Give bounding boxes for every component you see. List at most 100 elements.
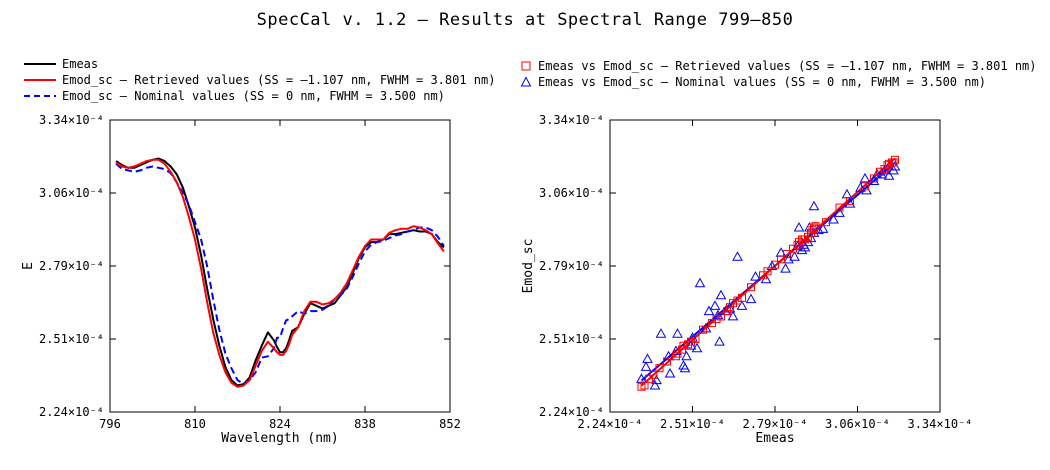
nominal-point bbox=[678, 360, 689, 370]
retrieved-point bbox=[861, 182, 869, 191]
legend-label: Emeas bbox=[62, 57, 99, 71]
nominal-point bbox=[727, 310, 739, 321]
nominal-point bbox=[714, 336, 725, 346]
right-xtick-label: 3.06×10⁻⁴ bbox=[825, 417, 890, 431]
retrieved-point bbox=[883, 161, 892, 170]
retrieved-point bbox=[691, 335, 700, 343]
retrieved-point bbox=[810, 223, 818, 232]
nominal-point bbox=[817, 223, 829, 233]
right-x-axis-label: Emeas bbox=[755, 431, 794, 446]
legend-entry-nominal-scatter: Emeas vs Emod_sc – Nominal values (SS = … bbox=[520, 74, 1037, 90]
retrieved-point bbox=[733, 296, 742, 305]
right-xtick-label: 2.79×10⁻⁴ bbox=[742, 417, 807, 431]
nominal-point bbox=[796, 244, 808, 255]
retrieved-point bbox=[822, 218, 830, 227]
left-xtick-label: 796 bbox=[99, 417, 121, 431]
nominal-point bbox=[663, 350, 674, 361]
nominal-point bbox=[834, 207, 845, 217]
retrieved-point bbox=[738, 293, 746, 302]
nominal-point bbox=[793, 221, 805, 232]
right-xtick-label: 2.51×10⁻⁴ bbox=[660, 417, 725, 431]
nominal-point bbox=[799, 241, 811, 252]
nominal-point bbox=[789, 251, 800, 261]
retrieved-point bbox=[811, 222, 820, 231]
right-y-axis-label: Emod_sc bbox=[521, 239, 536, 294]
nominal-point bbox=[732, 251, 743, 261]
correlation-scatter-chart: 2.24×10⁻⁴ 2.51×10⁻⁴ 2.79×10⁻⁴ 3.06×10⁻⁴ 3.34… bbox=[521, 113, 973, 446]
right-ytick-label: 3.34×10⁻⁴ bbox=[539, 113, 604, 127]
nominal-point bbox=[649, 379, 661, 390]
nominal-point bbox=[855, 182, 866, 192]
retrieved-point bbox=[889, 158, 898, 167]
nominal-point bbox=[808, 200, 820, 211]
right-ytick-label: 2.51×10⁻⁴ bbox=[539, 332, 604, 346]
retrieved-point bbox=[663, 357, 671, 366]
retrieved-point bbox=[870, 174, 878, 183]
nominal-point bbox=[691, 342, 703, 353]
retrieved-point bbox=[687, 337, 695, 346]
retrieved-point bbox=[672, 352, 680, 361]
nominal-point bbox=[651, 374, 662, 385]
nominal-point bbox=[828, 214, 839, 224]
nominal-point bbox=[883, 170, 895, 180]
left-ytick-label: 2.24×10⁻⁴ bbox=[39, 405, 104, 419]
nominal-point bbox=[715, 289, 727, 300]
retrieved-point bbox=[891, 155, 899, 164]
nominal-point bbox=[859, 172, 871, 183]
retrieved-point bbox=[640, 381, 649, 390]
retrieved-point bbox=[793, 240, 802, 249]
nominal-point bbox=[664, 367, 676, 378]
nominal-point bbox=[868, 175, 880, 186]
retrieved-point bbox=[712, 315, 721, 324]
nominal-point bbox=[694, 277, 706, 288]
nominal-point bbox=[766, 260, 778, 270]
left-xtick-label: 838 bbox=[354, 417, 376, 431]
retrieved-point bbox=[846, 196, 854, 205]
legend-label: Emod_sc – Nominal values (SS = 0 nm, FWH… bbox=[62, 89, 445, 103]
nominal-line bbox=[115, 163, 445, 386]
left-xtick-label: 824 bbox=[269, 417, 291, 431]
legend-label: Emod_sc – Retrieved values (SS = –1.107 … bbox=[62, 73, 496, 87]
legend-entry-retrieved-scatter: Emeas vs Emod_sc – Retrieved values (SS … bbox=[520, 58, 1037, 74]
left-xtick-label: 852 bbox=[439, 417, 461, 431]
retrieved-point bbox=[729, 299, 737, 308]
nominal-point bbox=[844, 198, 856, 208]
nominal-point bbox=[703, 305, 715, 316]
left-ytick-label: 2.51×10⁻⁴ bbox=[39, 332, 104, 346]
retrieved-point bbox=[699, 325, 707, 334]
retrieved-point bbox=[771, 260, 779, 269]
nominal-point bbox=[780, 263, 791, 273]
nominal-point bbox=[841, 188, 853, 199]
right-ytick-label: 2.24×10⁻⁴ bbox=[539, 405, 604, 419]
nominal-point bbox=[681, 350, 692, 361]
legend-label: Emeas vs Emod_sc – Nominal values (SS = … bbox=[538, 75, 986, 89]
nominal-point bbox=[736, 300, 748, 310]
right-legend: Emeas vs Emod_sc – Retrieved values (SS … bbox=[520, 58, 1037, 90]
retrieved-point bbox=[655, 364, 664, 373]
left-plot-frame bbox=[109, 119, 451, 413]
right-ytick-label: 3.06×10⁻⁴ bbox=[539, 186, 604, 200]
left-xtick-label: 810 bbox=[184, 417, 206, 431]
nominal-point bbox=[655, 328, 667, 338]
nominal-point bbox=[750, 271, 761, 281]
retrieved-point bbox=[649, 370, 658, 379]
left-ytick-label: 3.06×10⁻⁴ bbox=[39, 186, 104, 200]
legend-label: Emeas vs Emod_sc – Retrieved values (SS … bbox=[538, 59, 1037, 73]
retrieved-point bbox=[835, 203, 844, 212]
spectral-line-chart: 2.24×10⁻⁴ 2.51×10⁻⁴ 2.79×10⁻⁴ 3.06×10⁻⁴ 3.34… bbox=[21, 113, 461, 446]
retrieved-point bbox=[783, 250, 791, 259]
retrieved-point bbox=[763, 267, 772, 276]
legend-entry-emeas: Emeas bbox=[24, 56, 495, 72]
left-ytick-label: 3.34×10⁻⁴ bbox=[39, 113, 104, 127]
legend-entry-nominal: Emod_sc – Nominal values (SS = 0 nm, FWH… bbox=[24, 88, 495, 104]
nominal-point bbox=[640, 361, 652, 371]
left-ytick-label: 2.79×10⁻⁴ bbox=[39, 259, 104, 273]
right-ytick-label: 2.79×10⁻⁴ bbox=[539, 259, 604, 273]
right-xtick-label: 2.24×10⁻⁴ bbox=[577, 417, 642, 431]
retrieved-point bbox=[876, 167, 884, 176]
right-xtick-label: 3.34×10⁻⁴ bbox=[907, 417, 972, 431]
nominal-point bbox=[745, 293, 757, 304]
emeas-line bbox=[115, 157, 445, 387]
nominal-point bbox=[672, 328, 683, 338]
nominal-point bbox=[679, 362, 691, 373]
